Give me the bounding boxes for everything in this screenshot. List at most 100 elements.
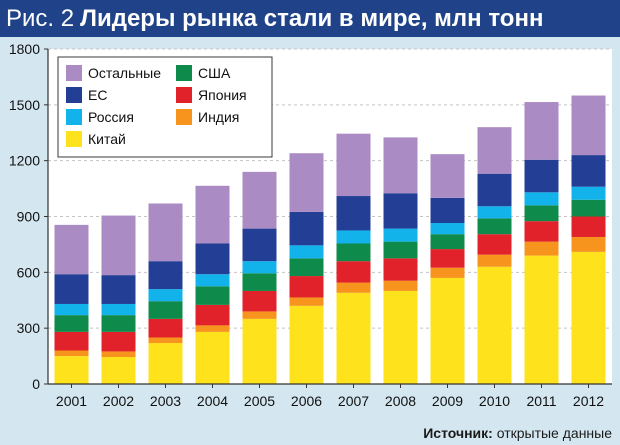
bar-segment (477, 218, 512, 235)
y-tick-label: 600 (17, 264, 41, 280)
bar-segment (383, 137, 418, 194)
bar-segment (336, 282, 371, 293)
bar-segment (571, 199, 606, 217)
bar-segment (524, 255, 559, 384)
bar-segment (571, 236, 606, 252)
bar-segment (289, 153, 324, 212)
legend-swatch (66, 87, 82, 103)
bar-segment (430, 277, 465, 384)
bar-segment (148, 318, 183, 338)
bar-segment (524, 192, 559, 206)
legend-swatch (176, 109, 192, 125)
y-tick-label: 1200 (9, 153, 40, 169)
y-tick-label: 300 (17, 320, 41, 336)
legend-label: Остальные (88, 65, 161, 81)
bar-segment (524, 102, 559, 160)
bar-segment (101, 351, 136, 358)
bar-segment (101, 315, 136, 332)
source-note: Источник: открытые данные (423, 425, 612, 441)
chart-title: Лидеры рынка стали в мире, млн тонн (80, 4, 544, 32)
bar-segment (571, 216, 606, 237)
y-tick-label: 0 (32, 376, 40, 392)
bar-segment (477, 266, 512, 384)
y-tick-label: 900 (17, 209, 41, 225)
bar-segment (148, 203, 183, 262)
bar-segment (430, 249, 465, 268)
bar-segment (477, 127, 512, 174)
bar-segment (195, 274, 230, 287)
bar-segment (430, 223, 465, 235)
legend-label: Япония (198, 87, 247, 103)
bar-segment (430, 267, 465, 278)
bar-segment (148, 289, 183, 302)
bar-segment (54, 303, 89, 316)
x-tick-label: 2004 (197, 393, 228, 409)
bar-segment (148, 337, 183, 344)
bar-segment (242, 318, 277, 384)
bar-segment (195, 243, 230, 275)
bar-segment (383, 258, 418, 281)
legend-label: ЕС (88, 87, 107, 103)
bar-segment (383, 290, 418, 384)
bar-segment (524, 241, 559, 256)
bar-segment (54, 331, 89, 351)
bar-segment (571, 95, 606, 156)
x-tick-label: 2012 (573, 393, 604, 409)
bar-segment (477, 254, 512, 267)
bar-segment (195, 331, 230, 384)
x-tick-label: 2002 (103, 393, 134, 409)
legend-swatch (66, 131, 82, 147)
x-tick-label: 2010 (479, 393, 510, 409)
x-tick-label: 2001 (56, 393, 87, 409)
bar-segment (148, 301, 183, 319)
legend-label: Индия (198, 109, 239, 125)
bar-segment (383, 241, 418, 259)
bar-segment (242, 290, 277, 312)
bar-segment (289, 297, 324, 306)
legend-label: США (198, 65, 231, 81)
bar-segment (336, 261, 371, 283)
bar-segment (571, 155, 606, 187)
bar-segment (101, 303, 136, 316)
figure-label: Рис. 2 (6, 4, 75, 32)
bar-segment (524, 159, 559, 193)
bar-segment (383, 228, 418, 242)
bar-segment (383, 280, 418, 291)
bar-segment (54, 224, 89, 275)
legend-swatch (66, 109, 82, 125)
legend-label: Россия (88, 109, 134, 125)
bar-segment (54, 274, 89, 304)
bar-segment (289, 258, 324, 277)
bar-segment (383, 193, 418, 229)
bar-segment (289, 305, 324, 384)
bar-segment (101, 215, 136, 276)
bar-segment (148, 261, 183, 290)
x-tick-label: 2008 (385, 393, 416, 409)
source-text: открытые данные (496, 425, 612, 441)
bar-segment (148, 343, 183, 384)
bar-segment (336, 230, 371, 244)
bar-segment (289, 211, 324, 246)
bar-segment (101, 331, 136, 352)
bar-segment (54, 356, 89, 384)
x-tick-label: 2005 (244, 393, 275, 409)
bar-segment (524, 221, 559, 242)
x-tick-label: 2003 (150, 393, 181, 409)
chart-area: 0 300 600 900 1200 1500 1800 2001 2002 2003 2004 20… (9, 41, 612, 409)
x-tick-label: 2007 (338, 393, 369, 409)
bar-segment (101, 357, 136, 384)
legend-swatch (66, 65, 82, 81)
x-tick-label: 2009 (432, 393, 463, 409)
x-tick-label: 2006 (291, 393, 322, 409)
bar-segment (195, 286, 230, 305)
bar-segment (571, 186, 606, 200)
bar-segment (336, 243, 371, 262)
legend-box (57, 56, 273, 158)
bar-segment (195, 304, 230, 326)
x-tick-label: 2011 (526, 393, 556, 409)
title-bar: Рис. 2 Лидеры рынка стали в мире, млн то… (0, 0, 620, 37)
bar-segment (289, 245, 324, 259)
legend-label: Китай (88, 131, 126, 147)
bar-segment (430, 154, 465, 198)
bar-segment (289, 276, 324, 298)
